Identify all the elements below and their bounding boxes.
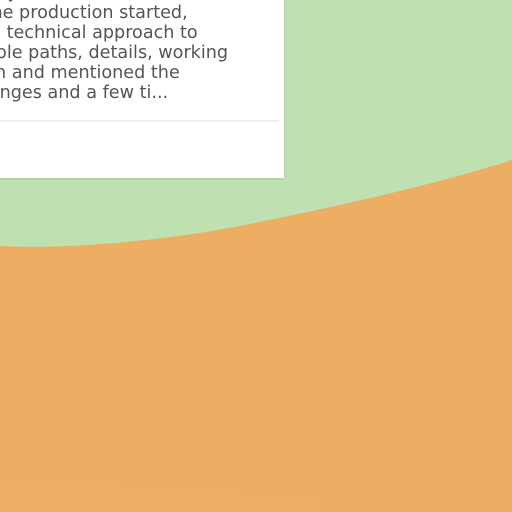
card-body: very well... the production started, he …: [0, 0, 279, 122]
post-excerpt: very well... the production started, he …: [0, 0, 279, 103]
excerpt-line: ltiple paths, details, working: [0, 42, 229, 63]
card-footer: [0, 124, 284, 178]
excerpt-line: the production started,: [0, 2, 188, 23]
post-card[interactable]: very well... the production started, he …: [0, 0, 284, 178]
excerpt-line: ign and mentioned the: [0, 62, 180, 83]
excerpt-line: very well...: [0, 0, 75, 3]
orange-wave-lower: [0, 478, 320, 512]
excerpt-line: llenges and a few ti...: [0, 82, 169, 103]
excerpt-line: he technical approach to: [0, 22, 198, 43]
orange-wave: [0, 160, 512, 512]
